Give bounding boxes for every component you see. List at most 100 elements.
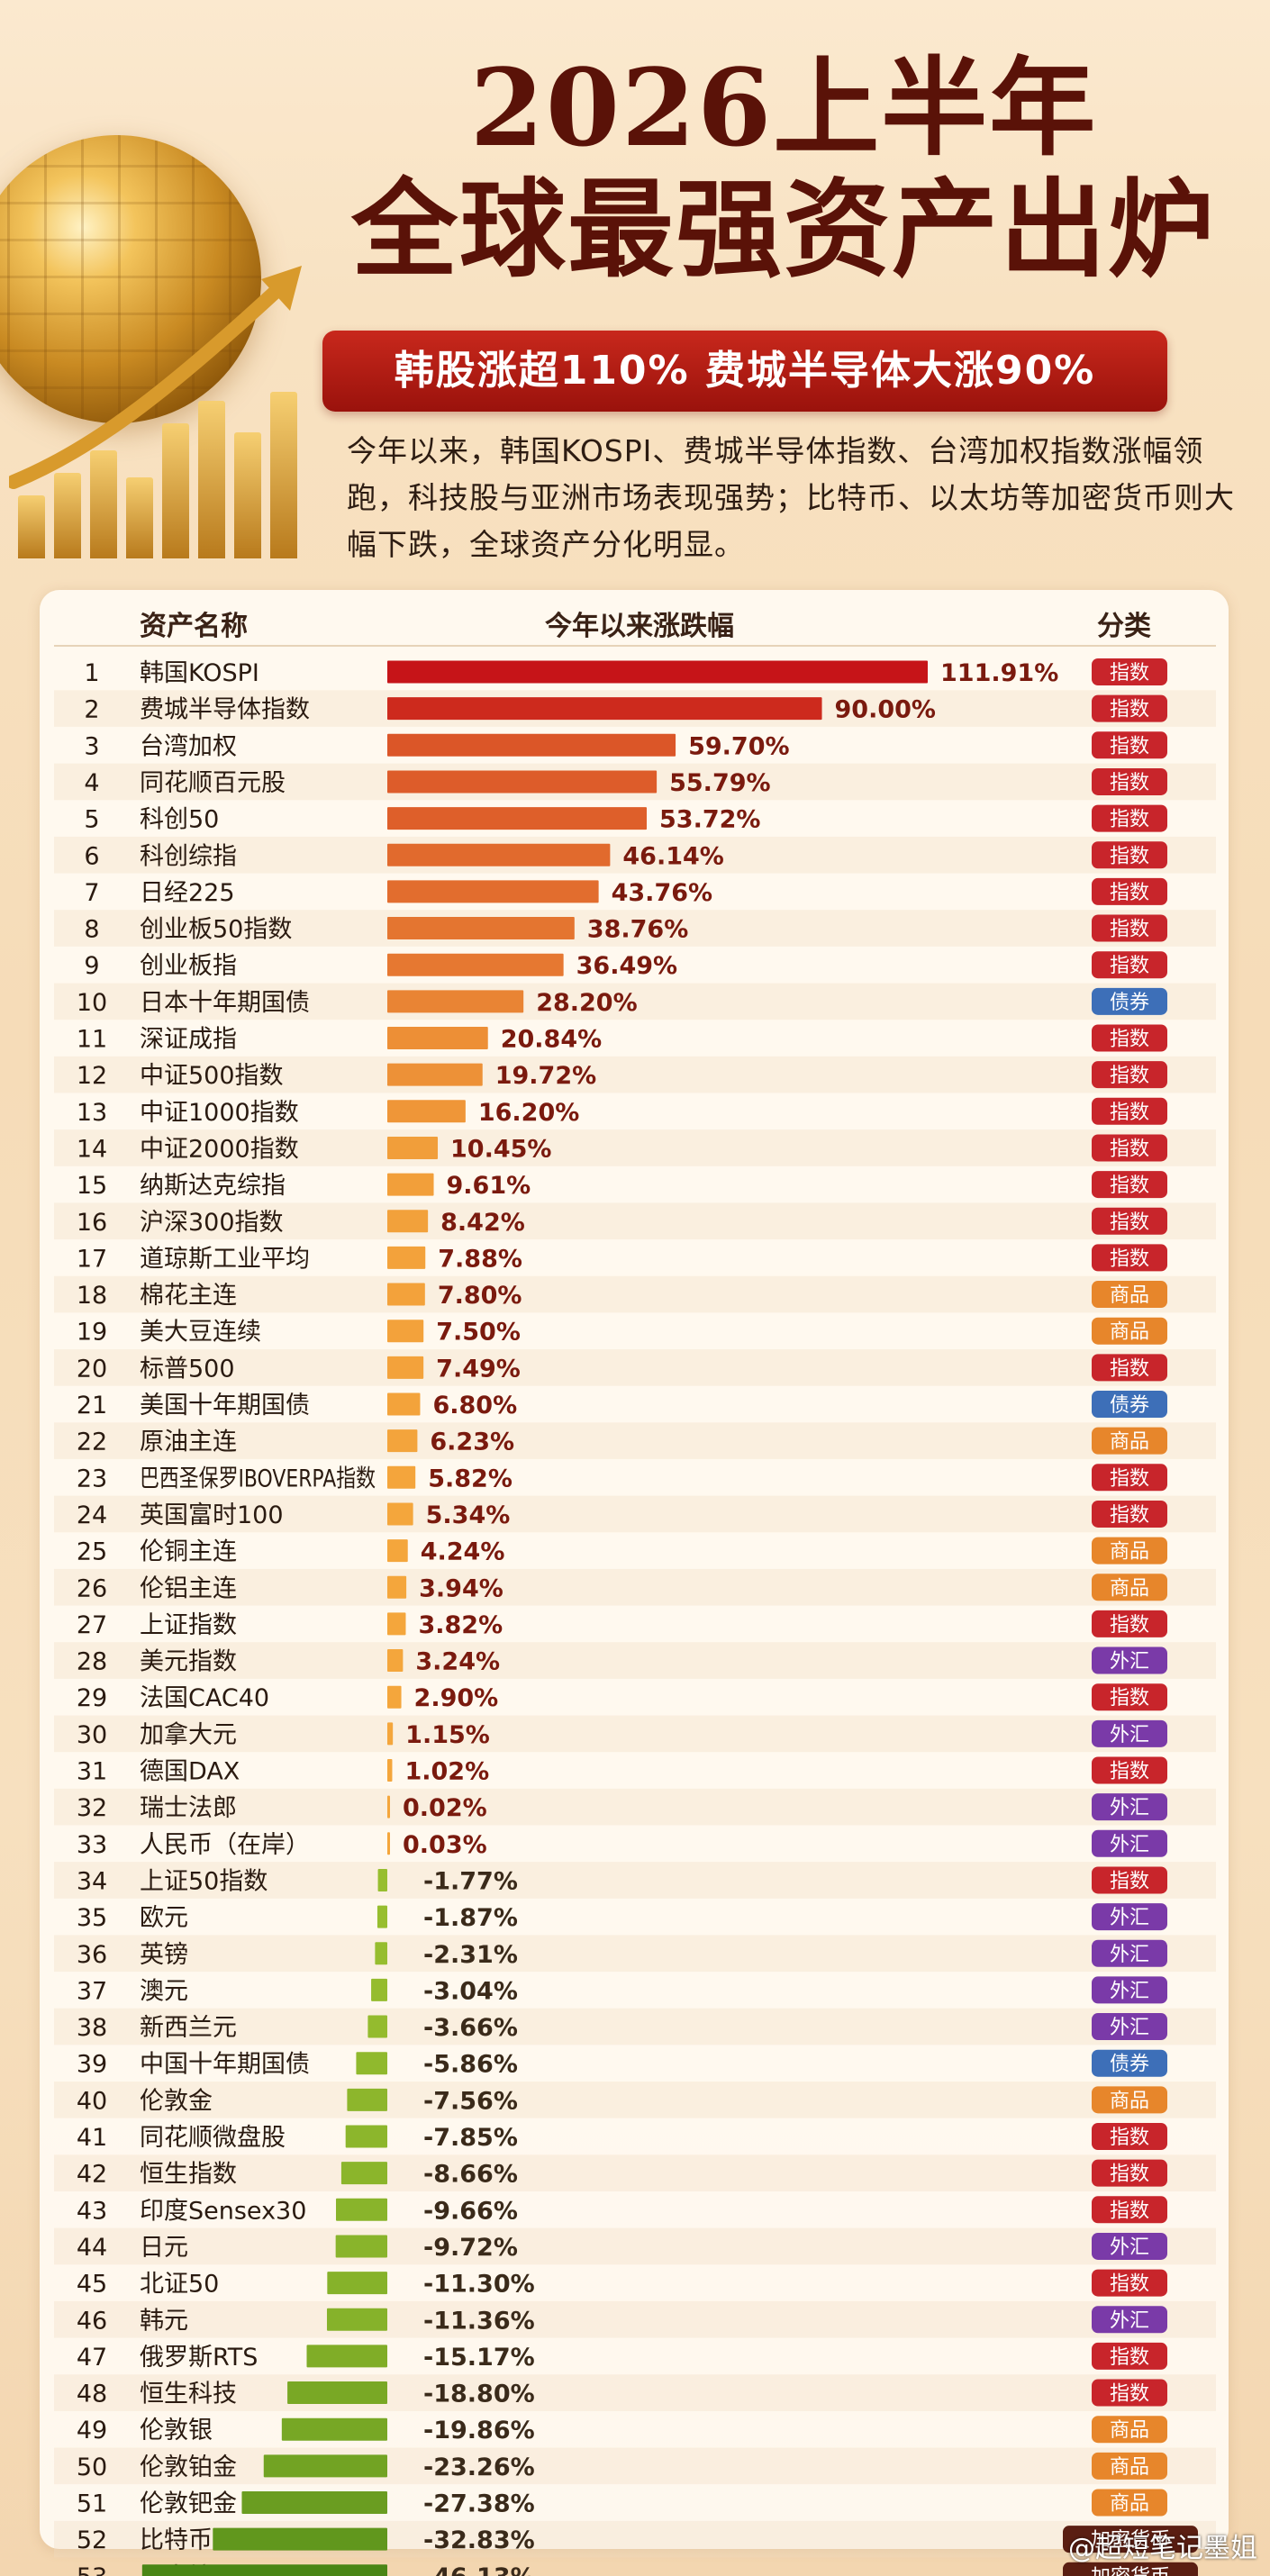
rank-label: 29: [77, 1684, 107, 1712]
category-badge-label: 指数: [1110, 662, 1149, 685]
rank-label: 16: [77, 1209, 107, 1237]
category-badge: [1092, 2086, 1167, 2114]
asset-name-label: 中证1000指数: [140, 1099, 299, 1127]
category-badge-label: 指数: [1110, 772, 1149, 794]
value-label: -11.36%: [423, 2307, 535, 2335]
value-bar: [387, 1392, 421, 1416]
category-badge-label: 指数: [1110, 2163, 1149, 2186]
value-label: 19.72%: [495, 1062, 596, 1090]
category-badge: [1092, 1866, 1167, 1894]
category-badge: [1092, 804, 1167, 832]
rank-label: 4: [84, 769, 99, 797]
value-label: -8.66%: [423, 2161, 518, 2189]
category-badge-label: 商品: [1110, 1577, 1149, 1600]
value-bar: [336, 2198, 387, 2221]
value-bar: [387, 1429, 418, 1453]
value-label: 59.70%: [688, 732, 789, 760]
value-bar: [376, 1905, 387, 1928]
rank-label: 6: [84, 842, 99, 870]
value-bar: [326, 2308, 387, 2331]
value-bar: [387, 1722, 394, 1746]
page-title-line2: 全球最强资产出炉: [350, 167, 1216, 292]
intro-paragraph: 今年以来，韩国KOSPI、费城半导体指数、台湾加权指数涨幅领跑，科技股与亚洲市场…: [347, 433, 1235, 562]
value-label: 36.49%: [576, 952, 677, 980]
rank-label: 24: [77, 1501, 107, 1529]
table-row: [54, 910, 1216, 947]
category-badge: [1092, 2416, 1167, 2444]
value-label: -32.83%: [423, 2526, 535, 2554]
value-bar: [387, 953, 564, 976]
rank-label: 38: [77, 2014, 107, 2042]
rank-label: 23: [77, 1465, 107, 1492]
value-label: 5.82%: [428, 1465, 513, 1492]
value-bar: [387, 1539, 408, 1563]
value-label: 28.20%: [536, 989, 637, 1017]
category-badge-label: 商品: [1110, 2456, 1149, 2479]
value-label: -11.30%: [423, 2271, 535, 2299]
category-badge: [1092, 1354, 1167, 1382]
value-bar: [387, 1612, 406, 1636]
rank-label: 40: [77, 2087, 107, 2115]
value-bar: [387, 1246, 426, 1269]
value-bar: [377, 1868, 387, 1891]
asset-name-label: 中国十年期国债: [140, 2051, 310, 2079]
category-badge-label: 指数: [1110, 1614, 1149, 1637]
asset-name-label: 日本十年期国债: [140, 989, 310, 1017]
category-badge: [1092, 2123, 1167, 2150]
category-badge: [1063, 2562, 1198, 2576]
category-badge: [1092, 1719, 1167, 1747]
category-badge: [1092, 1500, 1167, 1528]
value-bar: [345, 2125, 387, 2148]
category-badge-label: 指数: [1110, 1467, 1149, 1490]
rank-label: 35: [77, 1904, 107, 1932]
asset-name-label: 美大豆连续: [140, 1319, 261, 1347]
table-row: [54, 1495, 1216, 1533]
category-badge: [1092, 1756, 1167, 1784]
table-row: [54, 2300, 1216, 2338]
watermark-handle: @超短笔记墨姐: [1068, 2533, 1257, 2564]
value-bar: [371, 1978, 387, 2001]
rank-label: 11: [77, 1026, 107, 1054]
value-bar: [387, 733, 676, 757]
value-bar: [241, 2491, 387, 2514]
category-badge: [1092, 1061, 1167, 1089]
value-bar: [387, 1063, 483, 1086]
rank-label: 3: [84, 732, 99, 760]
asset-name-label: 科创50: [140, 806, 219, 834]
table-row: [54, 1935, 1216, 1973]
category-badge-label: 商品: [1110, 2090, 1149, 2112]
value-label: 38.76%: [587, 916, 688, 944]
asset-name-label: 深证成指: [140, 1026, 237, 1054]
value-label: 7.88%: [438, 1245, 522, 1273]
table-row: [54, 2154, 1216, 2191]
value-label: 3.94%: [419, 1574, 503, 1602]
table-row: [54, 2227, 1216, 2265]
category-badge-label: 外汇: [1110, 2309, 1149, 2332]
asset-name-label: 中证500指数: [140, 1062, 284, 1090]
value-label: -23.26%: [423, 2454, 535, 2481]
rank-label: 19: [77, 1319, 107, 1347]
category-badge-label: 债券: [1110, 2054, 1149, 2076]
value-bar: [387, 1465, 416, 1489]
table-row: [54, 1129, 1216, 1166]
rank-label: 34: [77, 1867, 107, 1895]
asset-name-label: 原油主连: [140, 1429, 237, 1456]
category-badge: [1092, 1683, 1167, 1711]
value-bar: [356, 2052, 387, 2075]
category-badge: [1092, 1903, 1167, 1931]
rank-label: 10: [77, 989, 107, 1017]
rank-label: 9: [84, 952, 99, 980]
rank-label: 39: [77, 2051, 107, 2079]
asset-name-label: 创业板指: [140, 952, 237, 980]
asset-name-label: 人民币（在岸）: [140, 1831, 310, 1859]
asset-name-label: 中证2000指数: [140, 1135, 299, 1163]
value-bar: [387, 1759, 393, 1782]
asset-name-label: 同花顺微盘股: [140, 2124, 286, 2152]
category-badge-label: 外汇: [1110, 1907, 1149, 1929]
category-badge-label: 外汇: [1110, 1834, 1149, 1856]
value-label: 7.80%: [438, 1282, 522, 1310]
category-badge: [1092, 1391, 1167, 1418]
value-label: -1.77%: [423, 1867, 518, 1895]
value-bar: [263, 2454, 387, 2478]
rank-label: 37: [77, 1977, 107, 2005]
